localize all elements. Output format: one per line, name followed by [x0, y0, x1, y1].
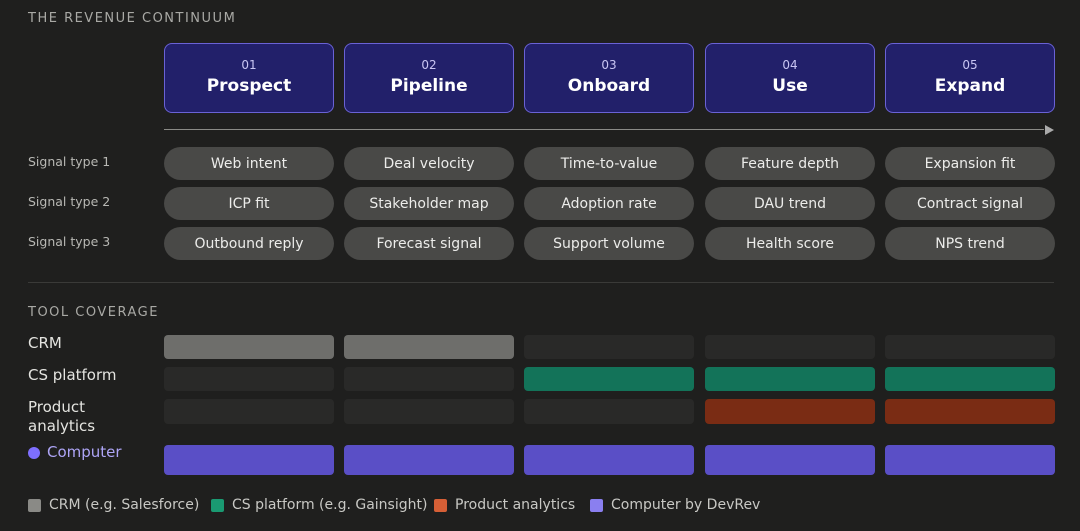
legend-label: Product analytics [455, 497, 576, 513]
signal-pill: ICP fit [164, 187, 334, 220]
stage-number: 03 [601, 58, 617, 72]
signal-pill: Time-to-value [524, 147, 694, 180]
signal-label: Signal type 3 [28, 234, 111, 249]
stage-box: 02 Pipeline [344, 43, 514, 113]
signal-pill: NPS trend [885, 227, 1055, 260]
empty-cell [164, 399, 334, 424]
signal-pill: Web intent [164, 147, 334, 180]
legend-item: CRM (e.g. Salesforce) [28, 497, 199, 513]
coverage-cell [164, 335, 334, 359]
divider [28, 282, 1054, 283]
stage-name: Use [772, 76, 808, 96]
stage-name: Prospect [206, 76, 292, 96]
stage-name: Onboard [567, 76, 651, 96]
empty-cell [344, 399, 514, 424]
tool-label: CRM [28, 334, 62, 352]
title: THE REVENUE CONTINUUM [28, 11, 237, 26]
coverage-cell [524, 445, 694, 475]
tool-dot [28, 446, 40, 459]
signal-label: Signal type 1 [28, 154, 111, 169]
signal-pill: Feature depth [705, 147, 875, 180]
coverage-cell [164, 445, 334, 475]
stage-number: 05 [962, 58, 978, 72]
signal-pill: DAU trend [705, 187, 875, 220]
coverage-cell [705, 367, 875, 391]
empty-cell [524, 335, 694, 359]
stage-box: 04 Use [705, 43, 875, 113]
stage-box: 01 Prospect [164, 43, 334, 113]
tool-label: Product analytics [28, 398, 96, 435]
stage-name: Pipeline [390, 76, 468, 96]
tool-label: Computer [28, 443, 122, 462]
signal-pill: Outbound reply [164, 227, 334, 260]
legend-swatch [28, 498, 41, 512]
stage-box: 05 Expand [885, 43, 1055, 113]
signal-pill: Forecast signal [344, 227, 514, 260]
coverage-cell [705, 445, 875, 475]
stage-box: 03 Onboard [524, 43, 694, 113]
empty-cell [164, 367, 334, 391]
signal-pill: Expansion fit [885, 147, 1055, 180]
legend-item: Product analytics [434, 497, 575, 513]
signal-label: Signal type 2 [28, 194, 111, 209]
legend-label: CRM (e.g. Salesforce) [49, 497, 200, 513]
tool-name: Computer [47, 443, 122, 461]
tool-label: CS platform [28, 366, 117, 384]
section-title: TOOL COVERAGE [28, 305, 159, 320]
coverage-cell [885, 367, 1055, 391]
signal-pill: Contract signal [885, 187, 1055, 220]
coverage-cell [885, 399, 1055, 424]
arrow-line [164, 129, 1044, 130]
signal-pill: Adoption rate [524, 187, 694, 220]
coverage-cell [344, 445, 514, 475]
empty-cell [885, 335, 1055, 359]
coverage-cell [524, 367, 694, 391]
legend-swatch [434, 498, 447, 512]
stage-number: 04 [782, 58, 798, 72]
signal-pill: Health score [705, 227, 875, 260]
empty-cell [705, 335, 875, 359]
empty-cell [344, 367, 514, 391]
arrow-head [1045, 125, 1054, 135]
legend-label: CS platform (e.g. Gainsight) [232, 497, 428, 513]
coverage-cell [344, 335, 514, 359]
legend-item: Computer by DevRev [590, 497, 760, 513]
coverage-cell [705, 399, 875, 424]
empty-cell [524, 399, 694, 424]
legend-swatch [211, 498, 224, 512]
stage-number: 01 [241, 58, 257, 72]
legend-swatch [590, 498, 603, 512]
legend-label: Computer by DevRev [611, 497, 761, 513]
coverage-cell [885, 445, 1055, 475]
signal-pill: Support volume [524, 227, 694, 260]
signal-pill: Deal velocity [344, 147, 514, 180]
stage-name: Expand [934, 76, 1006, 96]
signal-pill: Stakeholder map [344, 187, 514, 220]
legend-item: CS platform (e.g. Gainsight) [211, 497, 427, 513]
stage-number: 02 [421, 58, 437, 72]
